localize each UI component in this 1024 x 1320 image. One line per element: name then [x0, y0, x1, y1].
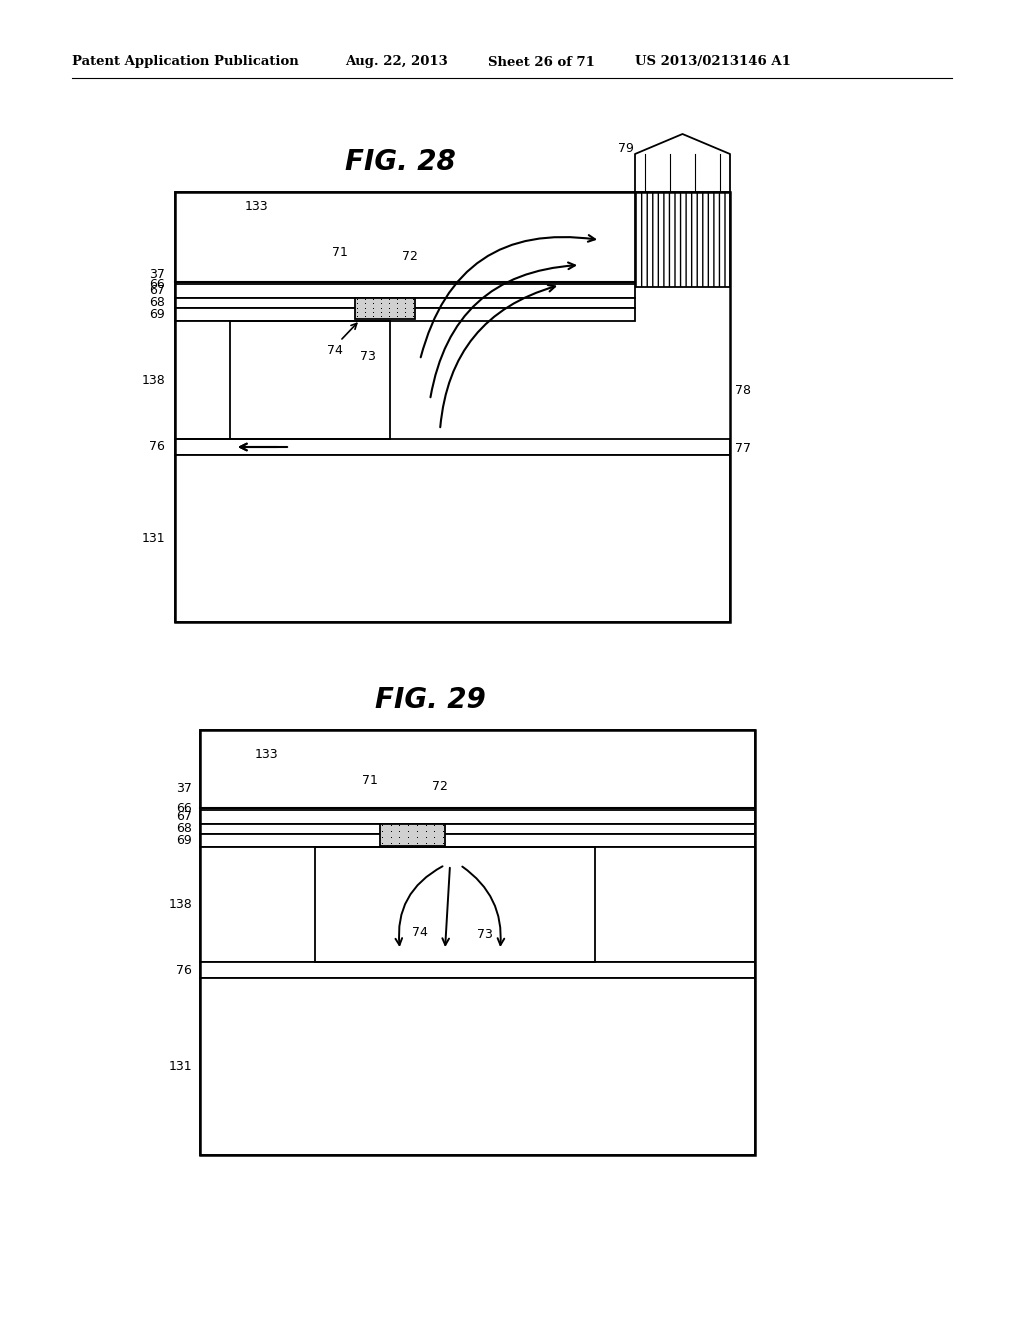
- Text: 66: 66: [176, 801, 193, 814]
- Bar: [355, 298, 415, 319]
- Bar: [200, 834, 755, 847]
- Bar: [380, 824, 445, 846]
- Text: 76: 76: [176, 964, 193, 977]
- Bar: [175, 455, 730, 622]
- Text: 37: 37: [150, 268, 165, 281]
- Bar: [200, 978, 755, 1155]
- Text: 74: 74: [412, 925, 428, 939]
- Text: 72: 72: [402, 251, 418, 264]
- Text: 69: 69: [176, 833, 193, 846]
- Bar: [175, 284, 635, 298]
- Bar: [200, 978, 755, 1155]
- Text: 133: 133: [245, 201, 268, 214]
- Text: FIG. 28: FIG. 28: [345, 148, 456, 176]
- Bar: [635, 191, 730, 286]
- Bar: [175, 321, 230, 440]
- Text: Aug. 22, 2013: Aug. 22, 2013: [345, 55, 447, 69]
- Bar: [595, 847, 755, 962]
- Text: 78: 78: [735, 384, 751, 397]
- Bar: [200, 824, 755, 834]
- Text: 133: 133: [255, 748, 279, 762]
- Bar: [175, 308, 635, 321]
- Bar: [200, 810, 755, 824]
- Bar: [175, 191, 730, 622]
- Text: 131: 131: [168, 1060, 193, 1072]
- Text: 73: 73: [360, 351, 376, 363]
- Bar: [200, 810, 755, 824]
- Text: Sheet 26 of 71: Sheet 26 of 71: [488, 55, 595, 69]
- Text: 74: 74: [327, 345, 343, 358]
- Text: Patent Application Publication: Patent Application Publication: [72, 55, 299, 69]
- Text: FIG. 29: FIG. 29: [375, 686, 485, 714]
- Bar: [200, 730, 755, 1155]
- Bar: [200, 834, 755, 847]
- Text: 131: 131: [141, 532, 165, 544]
- Bar: [200, 730, 755, 808]
- Bar: [175, 455, 730, 622]
- Text: 71: 71: [362, 774, 378, 787]
- Text: 67: 67: [150, 285, 165, 297]
- Bar: [200, 962, 755, 978]
- Bar: [175, 440, 730, 455]
- Bar: [175, 191, 635, 282]
- Bar: [175, 321, 230, 440]
- Text: 37: 37: [176, 781, 193, 795]
- Text: 77: 77: [735, 442, 751, 455]
- Text: 138: 138: [141, 374, 165, 387]
- Bar: [200, 847, 315, 962]
- Text: 69: 69: [150, 308, 165, 321]
- Text: 138: 138: [168, 898, 193, 911]
- Bar: [200, 730, 755, 808]
- Text: 67: 67: [176, 810, 193, 824]
- Text: 66: 66: [150, 277, 165, 290]
- Text: 68: 68: [176, 822, 193, 836]
- Bar: [175, 298, 635, 308]
- Bar: [200, 962, 755, 978]
- Bar: [175, 440, 730, 455]
- Text: 76: 76: [150, 441, 165, 454]
- Text: 71: 71: [332, 246, 348, 259]
- Text: 79: 79: [618, 141, 634, 154]
- Text: 72: 72: [432, 780, 447, 792]
- Bar: [175, 308, 635, 321]
- Bar: [200, 847, 315, 962]
- Bar: [175, 191, 635, 282]
- Text: US 2013/0213146 A1: US 2013/0213146 A1: [635, 55, 791, 69]
- Text: 68: 68: [150, 297, 165, 309]
- Text: 73: 73: [477, 928, 493, 940]
- Bar: [175, 284, 635, 298]
- Bar: [595, 847, 755, 962]
